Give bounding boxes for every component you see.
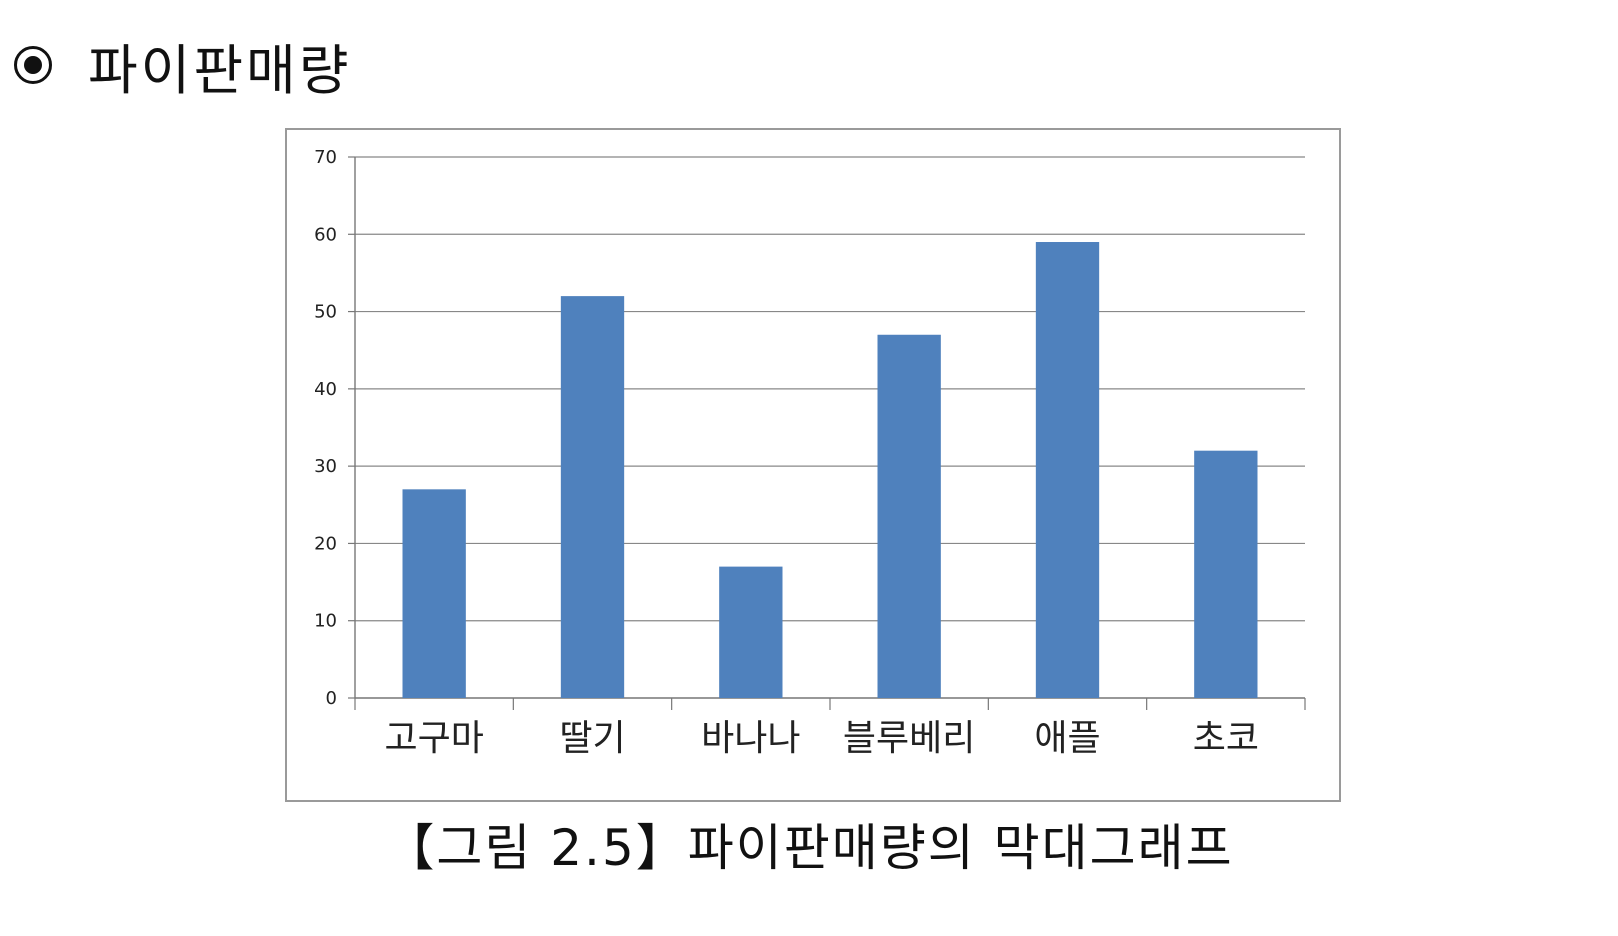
bar [402,489,466,698]
y-tick-label: 20 [314,533,337,554]
y-tick-label: 0 [326,688,337,709]
y-tick-label: 70 [314,147,337,168]
bar [877,334,941,698]
y-tick-label: 60 [314,224,337,245]
chart-frame: 0 10 20 30 40 50 60 70 고구마 딸기 바나나 블루베리 애플 초코 [285,128,1341,802]
x-tick-label: 바나나 [701,718,800,759]
bar [1035,242,1100,698]
y-tick-label: 50 [314,302,337,323]
heading-text: 파이판매량 [88,38,352,102]
x-tick-label: 딸기 [559,718,625,759]
x-tick-label: 고구마 [384,718,483,759]
figure-caption: 【그림 2.5】파이판매량의 막대그래프 [384,819,1234,877]
section-heading: 파이판매량 [14,30,351,102]
y-tick-label: 10 [314,611,337,632]
y-tick-label: 30 [314,456,337,477]
bar-chart: 0 10 20 30 40 50 60 70 고구마 딸기 바나나 블루베리 애플 초코 [314,147,1306,759]
bullet-dot [24,56,42,74]
bar [560,296,625,698]
y-tick-label: 40 [314,379,337,400]
x-tick-label: 초코 [1193,718,1259,759]
bar [719,566,783,698]
radio-bullet-icon [14,46,52,84]
x-tick-label: 애플 [1034,718,1100,759]
bar [1194,450,1258,698]
x-tick-label: 블루베리 [843,718,975,759]
